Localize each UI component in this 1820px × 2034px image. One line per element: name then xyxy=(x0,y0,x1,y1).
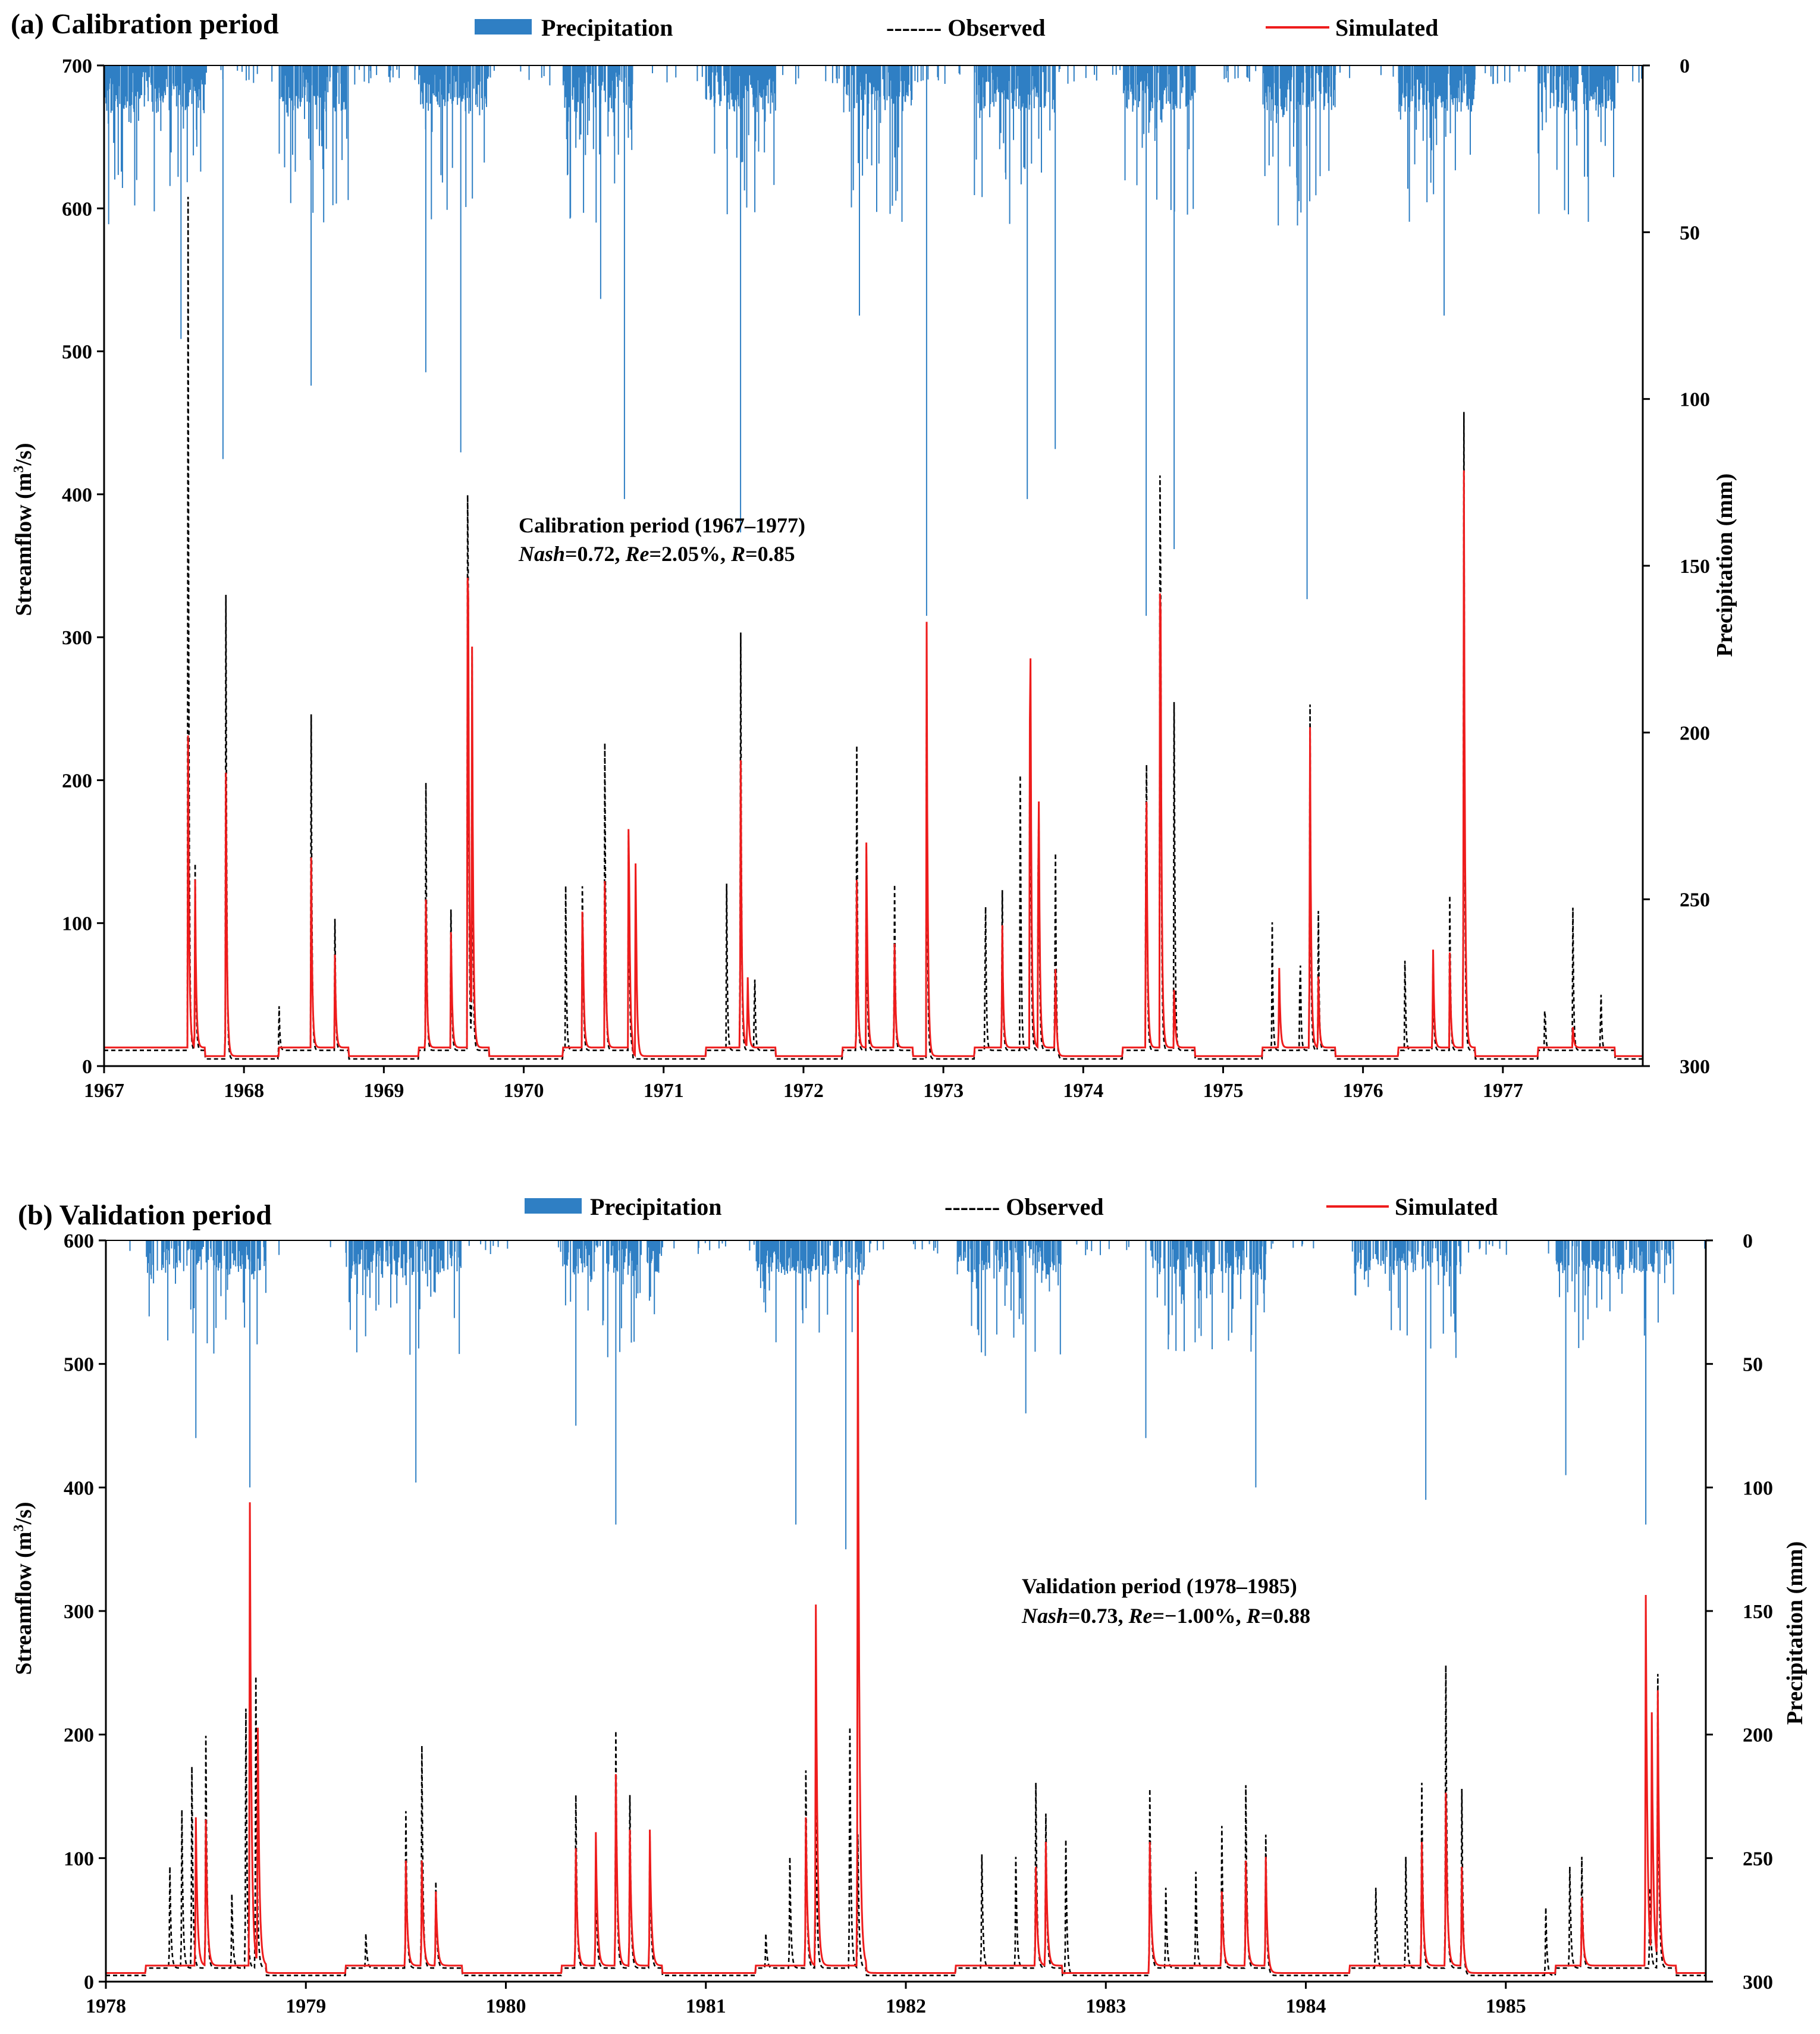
y-tick-label-left: 100 xyxy=(64,1848,94,1870)
panel-b-ylabel-right: Precipitation (mm) xyxy=(1783,1541,1808,1725)
y-tick-label-left: 600 xyxy=(62,198,92,220)
y-tick-label-left: 100 xyxy=(62,913,92,935)
legend-a-observed-label: ------- Observed xyxy=(886,14,1046,41)
legend-a-precip-swatch xyxy=(475,19,532,35)
y-tick-label-right: 300 xyxy=(1743,1972,1773,1994)
x-tick-label: 1967 xyxy=(84,1080,124,1102)
simulated-series xyxy=(104,470,1643,1058)
x-tick-label: 1976 xyxy=(1343,1080,1383,1102)
x-tick-label: 1984 xyxy=(1286,1995,1326,2017)
panel-a-ylabel-right: Precipitation (mm) xyxy=(1712,474,1737,657)
y-tick-label-left: 500 xyxy=(62,341,92,363)
x-tick-label: 1973 xyxy=(923,1080,964,1102)
x-tick-label: 1970 xyxy=(504,1080,544,1102)
panel-validation: (b) Validation period Precipitation ----… xyxy=(11,1193,1808,2017)
y-tick-label-left: 300 xyxy=(64,1601,94,1623)
x-tick-label: 1985 xyxy=(1486,1995,1526,2017)
x-tick-label: 1979 xyxy=(285,1995,326,2017)
panel-a-title: (a) Calibration period xyxy=(11,8,279,40)
annotation-a: Calibration period (1967–1977) Nash=0.72… xyxy=(518,513,805,566)
legend-a-precip-label: Precipitation xyxy=(541,14,673,41)
panel-b-ylabel-left: Streamflow (m3/s) xyxy=(11,1502,36,1675)
y-tick-label-left: 500 xyxy=(64,1354,94,1376)
annotation-b-line2: Nash=0.73, Re=−1.00%, R=0.88 xyxy=(1021,1604,1310,1628)
y-tick-label-right: 250 xyxy=(1680,889,1710,911)
axes-a: 0 100 200 300 400 500 600 700 0 50 100 150 200 250 300… xyxy=(62,55,1710,1102)
legend-b-precip-label: Precipitation xyxy=(590,1193,721,1220)
x-tick-label: 1968 xyxy=(224,1080,264,1102)
observed-series xyxy=(104,196,1643,1060)
y-tick-label-right: 100 xyxy=(1680,389,1710,411)
panel-a-ylabel-left: Streamflow (m3/s) xyxy=(11,443,36,616)
precipitation-bars xyxy=(129,1240,1706,1550)
x-tick-label: 1975 xyxy=(1203,1080,1243,1102)
y-tick-label-left: 200 xyxy=(64,1725,94,1747)
y-tick-label-right: 150 xyxy=(1680,556,1710,578)
x-tick-label: 1982 xyxy=(886,1995,926,2017)
legend-a: Precipitation ------- Observed Simulated xyxy=(475,14,1438,41)
x-tick-label: 1971 xyxy=(644,1080,684,1102)
y-tick-label-left: 0 xyxy=(82,1056,92,1078)
y-tick-label-right: 0 xyxy=(1743,1230,1753,1252)
legend-b-precip-swatch xyxy=(525,1198,582,1214)
y-tick-label-right: 50 xyxy=(1743,1354,1763,1376)
y-tick-label-left: 700 xyxy=(62,55,92,77)
y-tick-label-left: 400 xyxy=(62,484,92,506)
annotation-b-line1: Validation period (1978–1985) xyxy=(1022,1574,1297,1598)
legend-b-simulated-label: Simulated xyxy=(1395,1193,1498,1220)
y-tick-label-right: 200 xyxy=(1743,1725,1773,1747)
x-tick-label: 1981 xyxy=(686,1995,726,2017)
x-tick-label: 1974 xyxy=(1063,1080,1103,1102)
observed-series xyxy=(106,1665,1706,1977)
plot-area-b xyxy=(106,1240,1706,1977)
y-tick-label-left: 200 xyxy=(62,770,92,792)
y-tick-label-right: 300 xyxy=(1680,1056,1710,1078)
x-tick-label: 1980 xyxy=(486,1995,526,2017)
x-tick-label: 1978 xyxy=(86,1995,126,2017)
annotation-a-line1: Calibration period (1967–1977) xyxy=(519,513,805,537)
y-tick-label-left: 300 xyxy=(62,627,92,649)
x-tick-label: 1972 xyxy=(783,1080,824,1102)
legend-b-observed-label: ------- Observed xyxy=(944,1193,1104,1220)
annotation-b: Validation period (1978–1985) Nash=0.73,… xyxy=(1021,1574,1310,1628)
y-tick-label-left: 400 xyxy=(64,1477,94,1499)
y-tick-label-right: 100 xyxy=(1743,1477,1773,1499)
y-tick-label-right: 250 xyxy=(1743,1848,1773,1870)
x-tick-label: 1983 xyxy=(1085,1995,1126,2017)
x-tick-label: 1977 xyxy=(1483,1080,1523,1102)
plot-area-a xyxy=(104,65,1643,1060)
y-tick-label-right: 0 xyxy=(1680,55,1690,77)
annotation-a-line2: Nash=0.72, Re=2.05%, R=0.85 xyxy=(518,542,795,566)
panel-calibration: (a) Calibration period Precipitation ---… xyxy=(11,8,1737,1102)
legend-b: Precipitation ------- Observed Simulated xyxy=(525,1193,1498,1220)
y-tick-label-right: 150 xyxy=(1743,1601,1773,1623)
x-tick-label: 1969 xyxy=(363,1080,404,1102)
axes-b: 0 100 200 300 400 500 600 0 50 100 150 200 250 300 197… xyxy=(64,1230,1773,2017)
panel-b-title: (b) Validation period xyxy=(18,1199,272,1231)
precipitation-bars xyxy=(104,65,1643,616)
y-tick-label-left: 0 xyxy=(84,1972,94,1994)
y-tick-label-left: 600 xyxy=(64,1230,94,1252)
simulated-series xyxy=(106,1280,1706,1974)
legend-a-simulated-label: Simulated xyxy=(1335,14,1438,41)
y-tick-label-right: 200 xyxy=(1680,722,1710,744)
y-tick-label-right: 50 xyxy=(1680,222,1700,244)
